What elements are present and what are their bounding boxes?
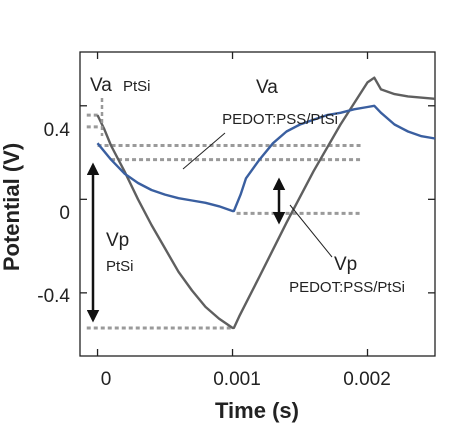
y-axis-title: Potential (V): [0, 143, 24, 271]
series-line-ptsi: [96, 76, 436, 330]
annotation-va-pedot-leader: [182, 132, 226, 170]
x-tick-label-0: 0: [101, 369, 112, 390]
annotation-va-pedot-main: Va: [256, 77, 278, 98]
x-axis-ticks: [96, 52, 369, 356]
annotation-va-ptsi-sub: PtSi: [123, 78, 151, 95]
y-tick-label-0: 0.4: [44, 120, 71, 141]
annotation-vp-pedot-sub: PEDOT:PSS/PtSi: [289, 279, 405, 296]
y-tick-label-2: -0.4: [37, 286, 70, 307]
y-axis-ticks: [80, 105, 435, 294]
x-tick-label-2: 0.002: [343, 369, 391, 390]
annotation-vp-ptsi-sub: PtSi: [106, 258, 134, 275]
x-axis-title: Time (s): [215, 398, 299, 423]
annotation-vp-ptsi-main: Vp: [106, 230, 129, 251]
annotation-va-ptsi-main: Va: [90, 75, 112, 96]
annotation-va-pedot-sub: PEDOT:PSS/PtSi: [222, 111, 338, 128]
annotation-vp-pedot-leader: [289, 204, 333, 258]
y-tick-label-1: 0: [59, 203, 70, 224]
x-tick-label-1: 0.001: [213, 369, 261, 390]
plot-frame: [79, 51, 436, 357]
annotation-vp-pedot-main: Vp: [334, 254, 357, 275]
reference-lines: [86, 113, 361, 330]
series-line-pedot: [96, 104, 436, 213]
